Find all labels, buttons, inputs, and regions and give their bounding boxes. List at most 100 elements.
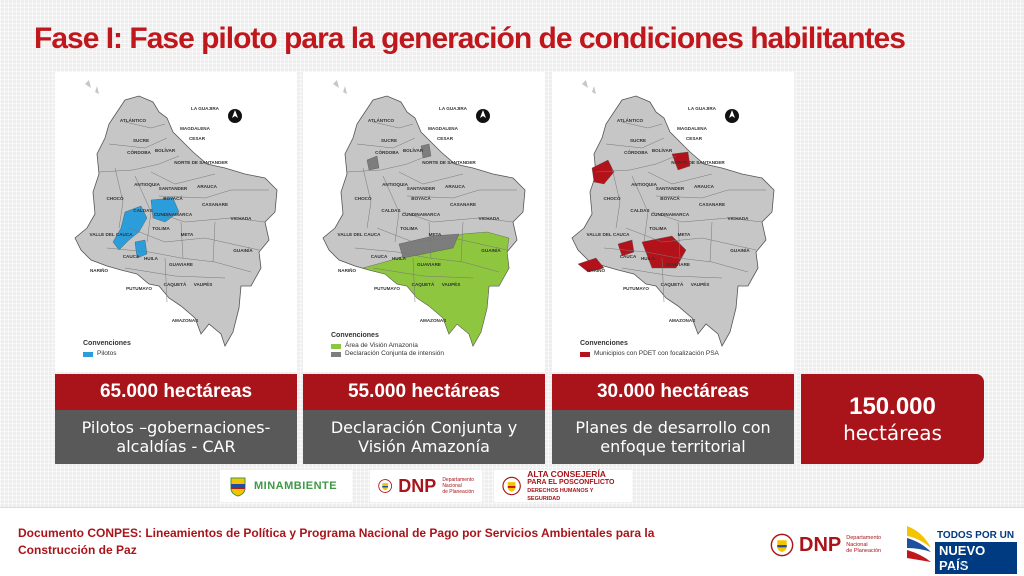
department-label: CALDAS: [133, 208, 152, 213]
department-label: MAGDALENA: [677, 126, 708, 131]
department-border: [621, 121, 663, 129]
department-label: META: [181, 232, 194, 237]
total-value: 150.000: [849, 393, 936, 420]
department-label: CUNDINAMARCA: [154, 212, 193, 217]
department-label: PUTUMAYO: [623, 286, 649, 291]
minambiente-logo: MINAMBIENTE: [220, 470, 352, 502]
desc-amazonia: Declaración Conjunta y Visión Amazonía: [303, 410, 545, 464]
department-border: [212, 221, 216, 263]
department-border: [180, 221, 184, 259]
legend-label: Pilotos: [97, 350, 117, 357]
pdet-area: [577, 257, 605, 273]
department-label: ARAUCA: [694, 184, 715, 189]
department-border: [382, 175, 400, 243]
department-border: [402, 211, 514, 223]
department-border: [709, 221, 713, 263]
department-border: [154, 211, 266, 223]
department-label: AMAZONAS: [669, 318, 696, 323]
department-label: ARAUCA: [445, 184, 466, 189]
san-andres-islands: [333, 80, 347, 94]
legend-item: Pilotos: [83, 350, 131, 358]
san-andres-islands: [582, 80, 596, 94]
department-label: GUAINÍA: [481, 246, 501, 253]
pilot-area: [112, 205, 148, 251]
department-border: [621, 267, 723, 279]
legend-label: Municipios con PDET con focalización PSA: [594, 350, 719, 357]
department-label: ATLÁNTICO: [368, 117, 395, 123]
department-label: BOYACÁ: [411, 195, 431, 201]
country-outline: [322, 95, 526, 347]
legend-swatch: [580, 351, 590, 357]
colombia-map: LA GUAJIRA ATLÁNTICO MAGDALENA CESAR SUCRE CÓ…: [571, 80, 775, 347]
department-border: [128, 227, 260, 251]
total-unit: hectáreas: [843, 421, 942, 445]
department-label: VICHADA: [479, 216, 501, 221]
department-label: CÓRDOBA: [624, 148, 648, 155]
department-label: TOLIMA: [649, 226, 667, 231]
dnp-logo-top: DNP Departamento Nacional de Planeación: [370, 470, 482, 502]
department-label: BOLÍVAR: [155, 146, 176, 153]
footer: Documento CONPES: Lineamientos de Políti…: [0, 507, 1024, 576]
department-label: BOLÍVAR: [403, 146, 424, 153]
department-border: [625, 227, 757, 251]
department-label: VICHADA: [231, 216, 253, 221]
department-label: LA GUAJIRA: [191, 106, 220, 111]
north-arrow-needle: [232, 110, 238, 118]
department-label: CAQUETÁ: [661, 281, 684, 287]
department-label: MAGDALENA: [428, 126, 459, 131]
colombia-map: LA GUAJIRA ATLÁNTICO MAGDALENA CESAR SUCRE CÓ…: [74, 80, 278, 347]
colombia-seal-icon: [770, 533, 794, 557]
department-label: CUNDINAMARCA: [402, 212, 441, 217]
legend-swatch: [83, 351, 93, 357]
department-border: [124, 267, 226, 279]
intent-area: [420, 143, 432, 159]
department-label: SUCRE: [630, 138, 646, 143]
department-label: CAUCA: [123, 254, 140, 259]
department-label: ATLÁNTICO: [617, 117, 644, 123]
department-border: [164, 257, 168, 303]
department-label: AMAZONAS: [172, 318, 199, 323]
map-card-pilotos: LA GUAJIRA ATLÁNTICO MAGDALENA CESAR SUCRE CÓ…: [55, 72, 297, 372]
department-label: ANTIOQUIA: [631, 182, 657, 187]
department-label: CASANARE: [699, 202, 725, 207]
department-label: CASANARE: [450, 202, 476, 207]
department-label: ANTIOQUIA: [134, 182, 160, 187]
department-label: CÓRDOBA: [375, 148, 399, 155]
department-border: [605, 137, 665, 149]
todos-por-un-nuevo-pais-logo: TODOS POR UN NUEVO PAÍS PAZ EQUIDAD EDUC…: [905, 522, 1017, 574]
department-label: CESAR: [189, 136, 206, 141]
country-outline: [571, 95, 775, 347]
department-border: [108, 137, 168, 149]
legend-swatch: [331, 343, 341, 349]
department-border: [460, 221, 464, 263]
department-label: CAUCA: [620, 254, 637, 259]
colombia-seal-icon: [502, 476, 521, 496]
department-border: [595, 155, 677, 173]
department-label: GUAVIARE: [417, 262, 441, 267]
department-label: TOLIMA: [152, 226, 170, 231]
alta-consejeria-text: ALTA CONSEJERÍA PARA EL POSCONFLICTO DER…: [527, 468, 615, 502]
dnp-subtitle: Departamento Nacional de Planeación: [846, 535, 882, 555]
department-label: ATLÁNTICO: [120, 117, 147, 123]
department-label: SANTANDER: [159, 186, 188, 191]
department-border: [651, 211, 763, 223]
map-card-amazonia: LA GUAJIRA ATLÁNTICO MAGDALENA CESAR SUCRE CÓ…: [303, 72, 545, 372]
department-label: NORTE DE SANTANDER: [671, 160, 725, 165]
department-label: GUAINÍA: [233, 246, 253, 253]
department-label: CHOCÓ: [603, 194, 621, 201]
department-label: META: [429, 232, 442, 237]
map-legend: Convenciones Pilotos: [83, 340, 131, 358]
department-label: PUTUMAYO: [126, 286, 152, 291]
legend-item: Área de Visión Amazonía: [331, 342, 444, 350]
department-label: HUILA: [144, 256, 159, 261]
department-label: CUNDINAMARCA: [651, 212, 690, 217]
amazonia-area: [362, 231, 510, 347]
department-border: [603, 247, 749, 273]
department-border: [150, 171, 216, 185]
department-label: LA GUAJIRA: [688, 106, 717, 111]
department-border: [647, 171, 713, 185]
colombia-flag-swoosh-icon: [907, 526, 931, 562]
pdet-area: [671, 151, 691, 171]
department-label: CAUCA: [371, 254, 388, 259]
department-label: LA GUAJIRA: [439, 106, 468, 111]
